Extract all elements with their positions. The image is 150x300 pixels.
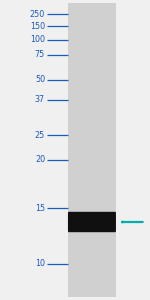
Text: 37: 37 (35, 95, 45, 104)
Text: 150: 150 (30, 22, 45, 31)
Text: 25: 25 (35, 130, 45, 140)
Text: 250: 250 (30, 10, 45, 19)
Text: 75: 75 (35, 50, 45, 59)
Text: 20: 20 (35, 155, 45, 164)
Text: 50: 50 (35, 75, 45, 84)
Bar (68, 3, 116, 297)
Text: 100: 100 (30, 35, 45, 44)
FancyBboxPatch shape (68, 212, 116, 232)
Text: 10: 10 (35, 260, 45, 268)
Text: 15: 15 (35, 204, 45, 213)
